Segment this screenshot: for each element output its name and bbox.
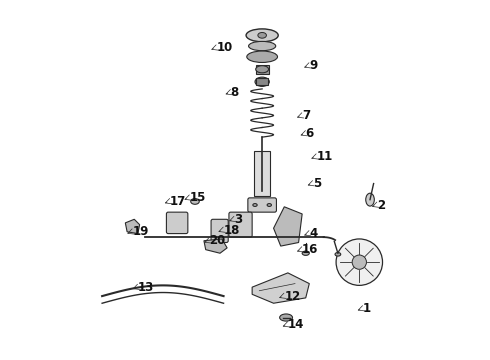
Ellipse shape	[302, 251, 309, 255]
Polygon shape	[125, 219, 140, 234]
Text: 17: 17	[170, 195, 186, 208]
Text: 8: 8	[231, 86, 239, 99]
Ellipse shape	[267, 203, 271, 206]
Text: 7: 7	[302, 109, 310, 122]
Ellipse shape	[246, 29, 278, 42]
Text: 6: 6	[306, 127, 314, 140]
Ellipse shape	[191, 199, 199, 204]
Text: 9: 9	[309, 59, 318, 72]
Polygon shape	[204, 239, 227, 253]
FancyBboxPatch shape	[248, 198, 276, 212]
Polygon shape	[252, 273, 309, 303]
Text: 11: 11	[317, 150, 333, 163]
Text: 5: 5	[313, 177, 321, 190]
Text: 18: 18	[223, 224, 240, 237]
Text: 19: 19	[132, 225, 149, 238]
Ellipse shape	[247, 51, 277, 63]
Ellipse shape	[335, 252, 341, 256]
Text: 16: 16	[302, 243, 318, 256]
Circle shape	[336, 239, 383, 285]
FancyBboxPatch shape	[167, 212, 188, 234]
FancyBboxPatch shape	[229, 212, 252, 237]
Bar	[256, 65, 269, 73]
Ellipse shape	[255, 77, 270, 86]
Ellipse shape	[248, 41, 276, 51]
FancyBboxPatch shape	[211, 219, 228, 243]
Text: 14: 14	[288, 318, 304, 331]
Bar	[256, 78, 268, 85]
Ellipse shape	[253, 203, 257, 206]
Circle shape	[352, 255, 367, 269]
Text: 10: 10	[217, 41, 233, 54]
Text: 4: 4	[309, 227, 318, 240]
Polygon shape	[273, 207, 302, 246]
Text: 3: 3	[234, 213, 243, 226]
Ellipse shape	[258, 32, 267, 38]
Text: 1: 1	[363, 302, 371, 315]
Text: 15: 15	[190, 192, 206, 204]
Text: 13: 13	[138, 281, 154, 294]
Text: 2: 2	[377, 198, 385, 212]
Text: 20: 20	[209, 234, 225, 247]
Ellipse shape	[280, 314, 293, 321]
Ellipse shape	[256, 66, 269, 73]
Ellipse shape	[366, 193, 374, 206]
Bar	[254, 152, 270, 196]
Text: 12: 12	[284, 289, 300, 303]
